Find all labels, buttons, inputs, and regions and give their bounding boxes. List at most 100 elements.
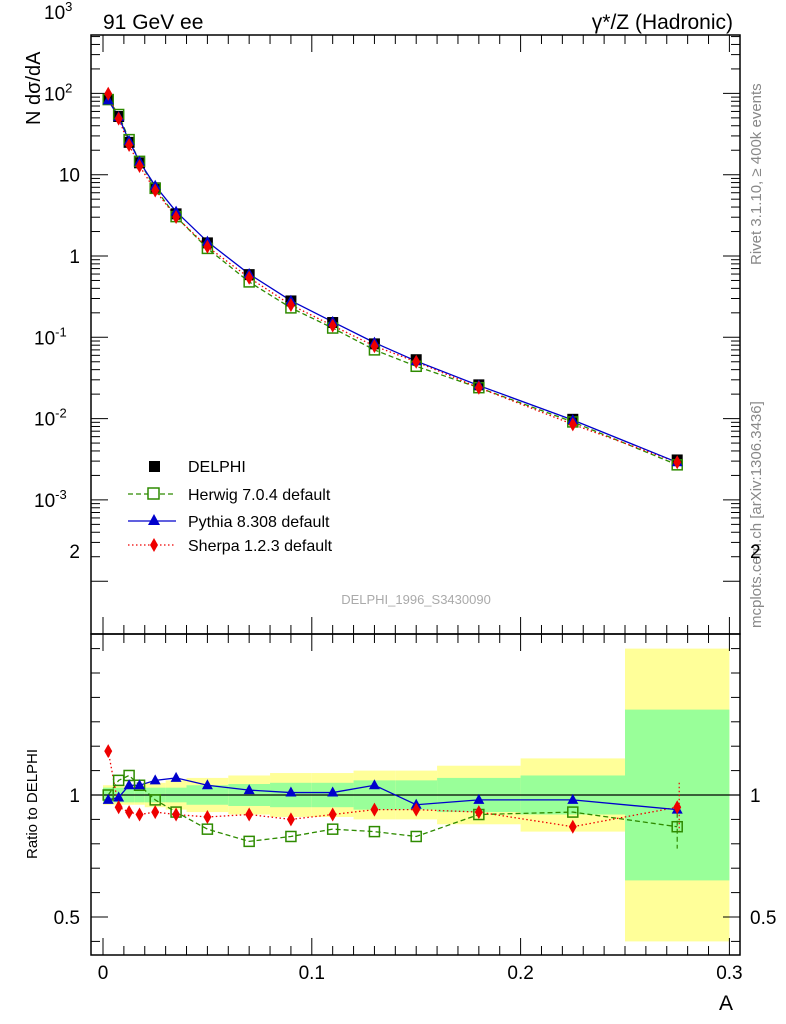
ratio-y-tick-label: 1 bbox=[69, 786, 80, 807]
legend-label-delphi: DELPHI bbox=[188, 459, 246, 476]
pythia-ratio-point bbox=[134, 779, 146, 790]
sherpa-point bbox=[245, 270, 254, 285]
legend-entry-delphi: DELPHI bbox=[149, 459, 246, 476]
pythia-ratio-point bbox=[102, 793, 114, 804]
x-tick-label: 0.3 bbox=[716, 963, 742, 984]
sherpa-ratio-point bbox=[370, 802, 379, 817]
sherpa-ratio-point bbox=[104, 744, 113, 759]
x-axis-label: A bbox=[719, 992, 733, 1015]
sherpa-ratio-point bbox=[172, 807, 181, 822]
ratio-y-tick-label-right: 2 bbox=[750, 542, 761, 563]
ratio-y-ticks: 0.5 0.5 1 1 2 2 bbox=[54, 542, 776, 942]
herwig-ratio-point bbox=[149, 794, 161, 806]
main-y-tick-label: 10-1 bbox=[34, 324, 67, 349]
sherpa-point bbox=[114, 111, 123, 126]
herwig-ratio-point bbox=[410, 830, 422, 843]
main-y-tick-label: 102 bbox=[44, 80, 72, 105]
herwig-ratio-point bbox=[285, 830, 297, 843]
legend-marker-sherpa bbox=[150, 538, 158, 552]
sherpa-ratio-point bbox=[203, 809, 212, 824]
pythia-line bbox=[107, 100, 678, 463]
herwig-line bbox=[107, 99, 678, 466]
pythia-ratio-point bbox=[327, 786, 339, 797]
ratio-y-axis-label: Ratio to DELPHI bbox=[24, 749, 41, 859]
main-y-axis-label: N dσ/dA bbox=[23, 51, 45, 125]
legend-label-sherpa: Sherpa 1.2.3 default bbox=[188, 538, 333, 555]
sherpa-point bbox=[151, 183, 160, 198]
pythia-ratio-point bbox=[201, 779, 213, 790]
pythia-ratio-point bbox=[243, 784, 255, 795]
sherpa-ratio-point bbox=[673, 800, 682, 815]
sherpa-ratio-point bbox=[125, 805, 134, 820]
legend-label-herwig: Herwig 7.0.4 default bbox=[188, 487, 331, 504]
x-tick-label: 0.2 bbox=[507, 963, 533, 984]
sherpa-ratio-point bbox=[286, 812, 295, 827]
sherpa-point bbox=[104, 86, 113, 101]
sherpa-point bbox=[568, 417, 577, 432]
mcplots-label: mcplots.cern.ch [arXiv:1306.3436] bbox=[748, 401, 765, 628]
x-tick-label: 0.1 bbox=[299, 963, 325, 984]
herwig-ratio-point bbox=[368, 825, 381, 838]
legend-entry-pythia: Pythia 8.308 default bbox=[128, 514, 330, 531]
sherpa-line bbox=[107, 93, 678, 463]
sherpa-ratio-point bbox=[412, 802, 421, 817]
herwig-ratio-line bbox=[107, 774, 678, 843]
sherpa-ratio-point bbox=[245, 807, 254, 822]
sherpa-point bbox=[673, 455, 682, 470]
main-y-tick-label: 103 bbox=[44, 0, 72, 24]
x-tick-label: 0 bbox=[98, 963, 109, 984]
ratio-frame bbox=[90, 633, 741, 956]
pythia-ratio-point bbox=[149, 774, 161, 785]
pythia-ratio-point bbox=[113, 791, 125, 802]
pythia-ratio-point bbox=[368, 779, 380, 790]
sherpa-ratio-point bbox=[135, 807, 144, 822]
header-left-title: 91 GeV ee bbox=[103, 11, 203, 34]
main-y-tick-label: 1 bbox=[69, 247, 80, 268]
watermark: DELPHI_1996_S3430090 bbox=[341, 592, 491, 607]
legend: DELPHI Herwig 7.0.4 default Pythia 8.308… bbox=[128, 459, 333, 555]
pythia-ratio-point bbox=[170, 771, 182, 782]
sherpa-point bbox=[328, 318, 337, 333]
herwig-ratio-point bbox=[671, 820, 683, 833]
main-y-tick-label: 10 bbox=[59, 166, 80, 187]
sherpa-point bbox=[172, 209, 181, 224]
sherpa-ratio-point bbox=[114, 800, 123, 815]
main-panel: 10-3 10-2 10-1 1 10 102 103 N dσ/dA DELPHI_199… bbox=[23, 0, 741, 635]
pythia-ratio-point bbox=[473, 793, 485, 804]
header-right-title: γ*/Z (Hadronic) bbox=[592, 11, 733, 34]
sherpa-ratio-point bbox=[474, 805, 483, 820]
rivet-label: Rivet 3.1.10, ≥ 400k events bbox=[748, 83, 765, 265]
sherpa-point bbox=[203, 239, 212, 254]
ratio-y-tick-label: 2 bbox=[69, 542, 80, 563]
sherpa-point bbox=[412, 354, 421, 369]
legend-marker-delphi bbox=[149, 461, 160, 472]
ratio-y-tick-label-right: 0.5 bbox=[750, 908, 776, 929]
main-y-ticks: 10-3 10-2 10-1 1 10 102 103 bbox=[34, 0, 740, 634]
legend-marker-herwig bbox=[147, 487, 160, 500]
herwig-ratio-point bbox=[567, 806, 579, 818]
sherpa-point bbox=[370, 339, 379, 354]
ratio-y-tick-label-right: 1 bbox=[750, 786, 761, 807]
main-y-tick-label: 10-3 bbox=[34, 487, 67, 512]
main-series bbox=[102, 86, 683, 471]
x-ticks: 0 0.1 0.2 0.3 bbox=[98, 634, 743, 984]
legend-entry-herwig: Herwig 7.0.4 default bbox=[128, 487, 331, 504]
sherpa-point bbox=[125, 137, 134, 152]
pythia-ratio-point bbox=[567, 793, 579, 804]
pythia-ratio-point bbox=[123, 779, 135, 790]
sherpa-ratio-point bbox=[568, 819, 577, 834]
herwig-ratio-point bbox=[201, 823, 214, 835]
ratio-y-tick-label: 0.5 bbox=[54, 908, 80, 929]
sherpa-point bbox=[135, 158, 144, 173]
herwig-ratio-point bbox=[243, 835, 255, 848]
legend-label-pythia: Pythia 8.308 default bbox=[188, 514, 330, 531]
legend-marker-pythia bbox=[148, 514, 160, 525]
sherpa-point bbox=[286, 297, 295, 312]
sherpa-ratio-point bbox=[151, 805, 160, 820]
sherpa-point bbox=[474, 380, 483, 395]
main-y-tick-label: 10-2 bbox=[34, 406, 67, 431]
legend-entry-sherpa: Sherpa 1.2.3 default bbox=[128, 538, 333, 555]
pythia-ratio-point bbox=[285, 786, 297, 797]
ratio-series bbox=[102, 744, 683, 849]
